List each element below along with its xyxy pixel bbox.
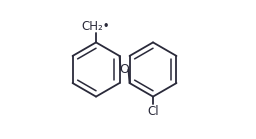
Text: CH₂•: CH₂• [81,20,110,33]
Text: O: O [120,63,130,76]
Text: Cl: Cl [147,105,159,118]
